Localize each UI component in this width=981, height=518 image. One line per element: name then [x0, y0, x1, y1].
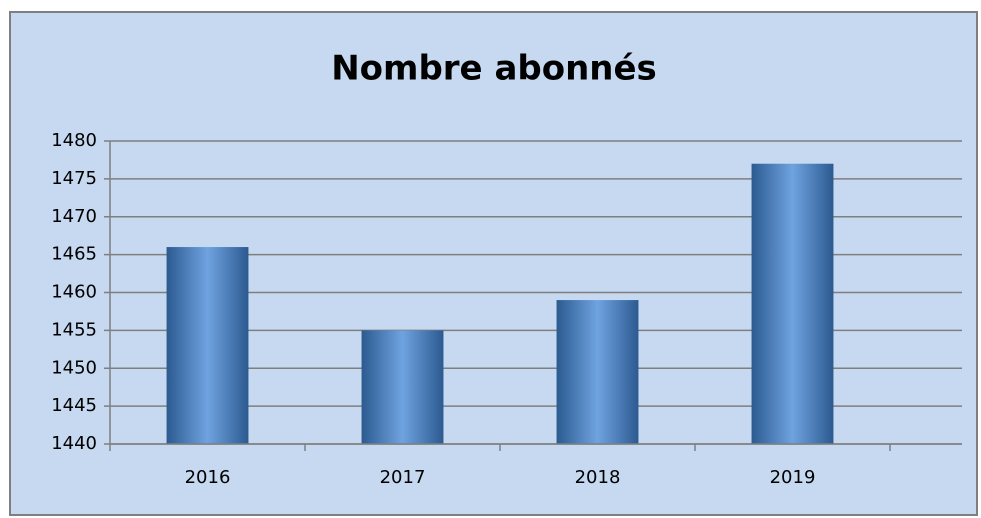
x-tick-label: 2018	[575, 467, 621, 488]
x-tick-label: 2019	[770, 467, 816, 488]
y-tick-label: 1455	[51, 319, 97, 340]
y-tick-label: 1470	[51, 206, 97, 227]
bar	[361, 330, 444, 444]
y-tick-label: 1480	[51, 130, 97, 151]
y-tick-label: 1450	[51, 357, 97, 378]
bar	[556, 300, 639, 444]
y-tick-label: 1465	[51, 244, 97, 265]
bar	[166, 247, 249, 444]
chart-title: Nombre abonnés	[331, 49, 657, 89]
y-tick-label: 1475	[51, 168, 97, 189]
bar	[751, 163, 834, 444]
y-tick-label: 1445	[51, 395, 97, 416]
y-tick-label: 1460	[51, 282, 97, 303]
x-tick-label: 2017	[380, 467, 426, 488]
y-tick-label: 1440	[51, 433, 97, 454]
x-tick-label: 2016	[185, 467, 231, 488]
